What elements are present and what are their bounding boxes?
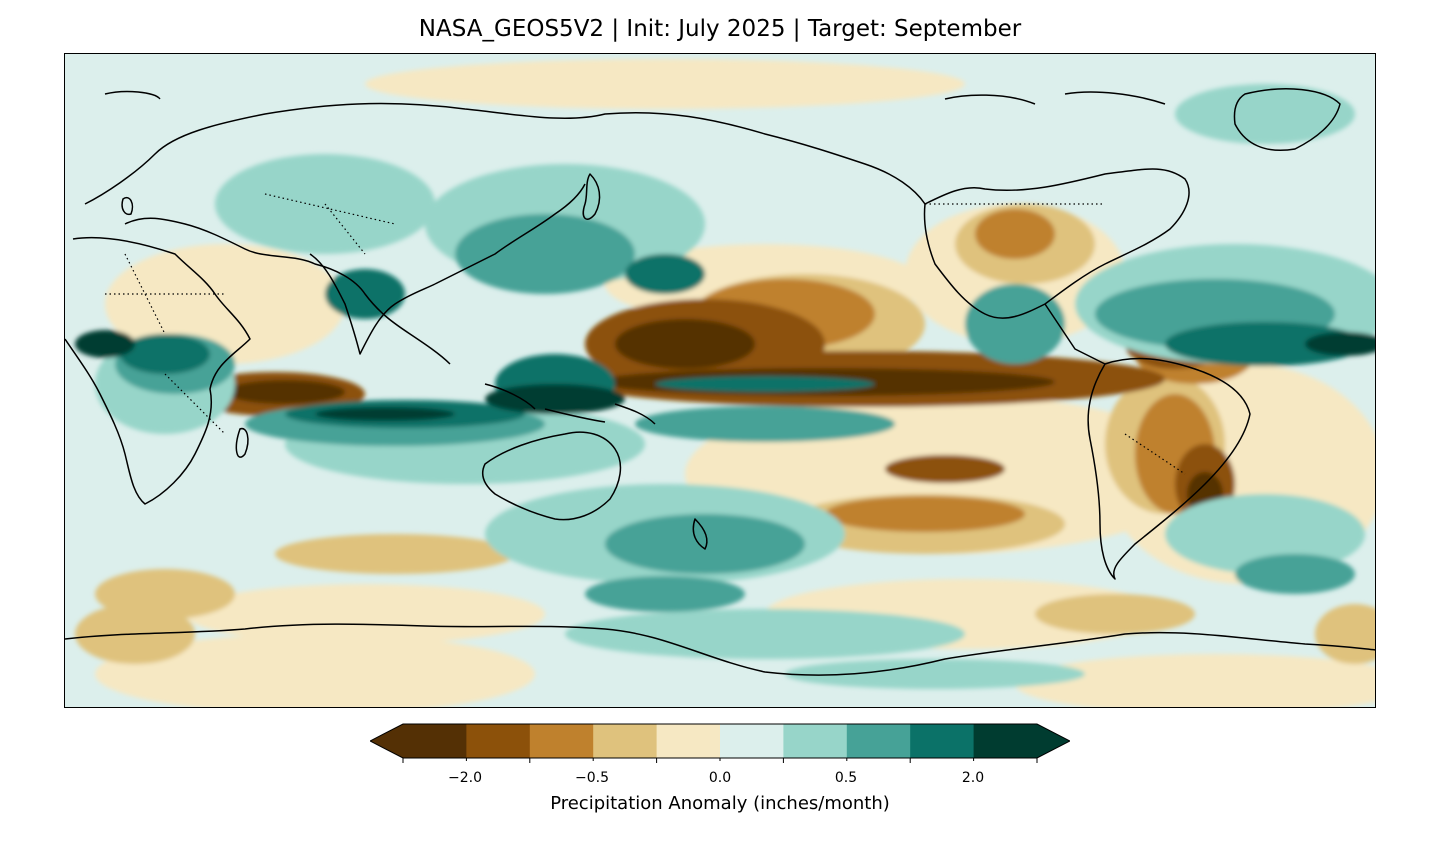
colorbar-tick-label: −0.5	[575, 770, 609, 786]
colorbar-tick-label: 0.0	[708, 770, 732, 786]
colorbar-swatch	[593, 724, 658, 758]
colorbar-swatch	[656, 724, 721, 758]
colorbar-extend-max	[1037, 724, 1070, 758]
precip-anomaly-map	[65, 54, 1375, 707]
colorbar-swatch	[973, 724, 1038, 758]
map-panel	[64, 53, 1376, 708]
colorbar-swatch	[403, 724, 467, 758]
colorbar-swatch	[846, 724, 911, 758]
colorbar-swatch	[910, 724, 975, 758]
colorbar-swatch	[529, 724, 594, 758]
anomaly-fields	[75, 59, 1375, 707]
map-title: NASA_GEOS5V2 | Init: July 2025 | Target:…	[418, 16, 1022, 42]
colorbar-label: Precipitation Anomaly (inches/month)	[550, 793, 890, 814]
colorbar-ticks	[402, 758, 1038, 763]
colorbar-swatch	[466, 724, 531, 758]
colorbar-swatches	[370, 723, 1070, 759]
colorbar-tick-label: 0.5	[834, 770, 858, 786]
colorbar-swatch	[720, 724, 784, 758]
colorbar-tick-label: −2.0	[448, 770, 482, 786]
colorbar-extend-min	[370, 724, 403, 758]
country-borders	[105, 193, 1186, 475]
coastlines	[65, 88, 1375, 676]
colorbar	[370, 723, 1070, 763]
colorbar-tick-label: 2.0	[961, 770, 985, 786]
colorbar-swatch	[783, 724, 848, 758]
